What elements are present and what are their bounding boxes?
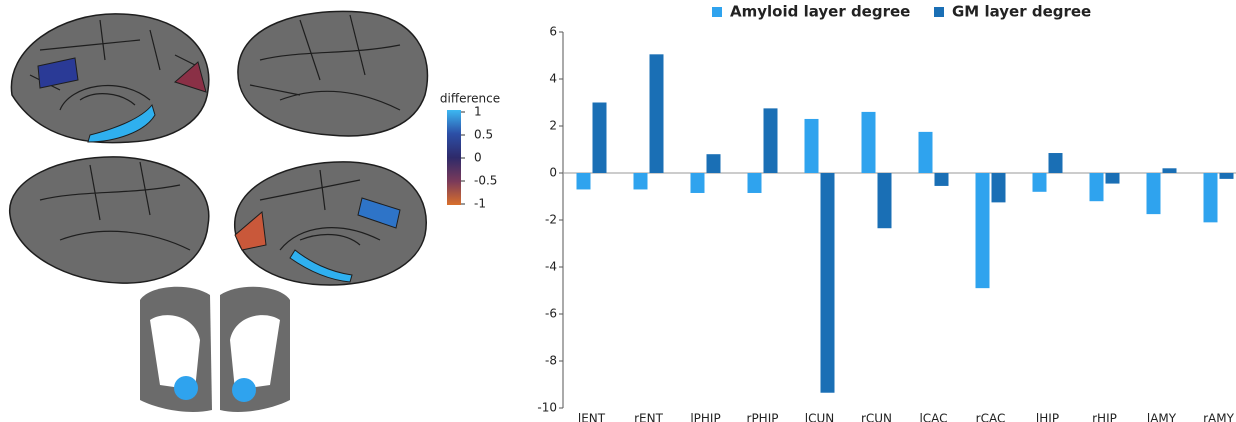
- bar: [1163, 168, 1177, 173]
- legend-swatch: [934, 7, 944, 17]
- bar: [1220, 173, 1234, 179]
- bar: [691, 173, 705, 193]
- x-tick-label: lENT: [578, 412, 606, 422]
- y-tick-label: 2: [549, 119, 557, 133]
- x-tick-label: lCAC: [919, 412, 947, 422]
- bar: [878, 173, 892, 228]
- x-tick-label: rCUN: [861, 412, 892, 422]
- colorbar-tick-label: -1: [474, 197, 486, 211]
- bar: [1204, 173, 1218, 222]
- bar: [764, 108, 778, 173]
- bar: [748, 173, 762, 193]
- bar: [1147, 173, 1161, 214]
- x-tick-label: lAMY: [1147, 412, 1177, 422]
- bar: [1033, 173, 1047, 192]
- colorbar: [447, 110, 461, 205]
- bar: [577, 173, 591, 189]
- brain-renderings: [10, 11, 428, 412]
- x-tick-label: rHIP: [1092, 412, 1117, 422]
- bar: [821, 173, 835, 393]
- bar: [862, 112, 876, 173]
- bar: [1106, 173, 1120, 184]
- y-tick-label: -10: [537, 401, 557, 415]
- x-tick-label: rPHIP: [747, 412, 779, 422]
- y-tick-label: -6: [545, 307, 557, 321]
- colorbar-label: difference: [440, 92, 500, 106]
- x-tick-label: rENT: [634, 412, 663, 422]
- bar: [593, 103, 607, 174]
- legend-label: GM layer degree: [952, 3, 1091, 21]
- bar: [707, 154, 721, 173]
- bar: [634, 173, 648, 189]
- bar: [935, 173, 949, 186]
- x-tick-label: lCUN: [805, 412, 834, 422]
- y-tick-label: 0: [549, 166, 557, 180]
- bar: [976, 173, 990, 288]
- legend-label: Amyloid layer degree: [730, 3, 910, 21]
- legend-swatch: [712, 7, 722, 17]
- colorbar-tick-label: 0: [474, 151, 482, 165]
- x-tick-label: rAMY: [1203, 412, 1234, 422]
- y-tick-label: -8: [545, 354, 557, 368]
- bar: [919, 132, 933, 173]
- y-tick-label: -2: [545, 213, 557, 227]
- bar: [1049, 153, 1063, 173]
- y-tick-label: -4: [545, 260, 557, 274]
- x-tick-label: lPHIP: [690, 412, 720, 422]
- y-tick-label: 4: [549, 72, 557, 86]
- x-tick-label: lHIP: [1036, 412, 1059, 422]
- bar: [1090, 173, 1104, 201]
- colorbar-tick-label: 0.5: [474, 128, 493, 142]
- figure: difference 1 0.5 0 -0.5 -1 -10 -8 -6 -4 -2 0 2 4 6 lEN…: [0, 0, 1236, 422]
- y-tick-label: 6: [549, 25, 557, 39]
- colorbar-tick-label: -0.5: [474, 174, 497, 188]
- bar: [992, 173, 1006, 202]
- x-tick-label: rCAC: [976, 412, 1006, 422]
- bar: [805, 119, 819, 173]
- colorbar-tick-label: 1: [474, 105, 482, 119]
- bar: [650, 54, 664, 173]
